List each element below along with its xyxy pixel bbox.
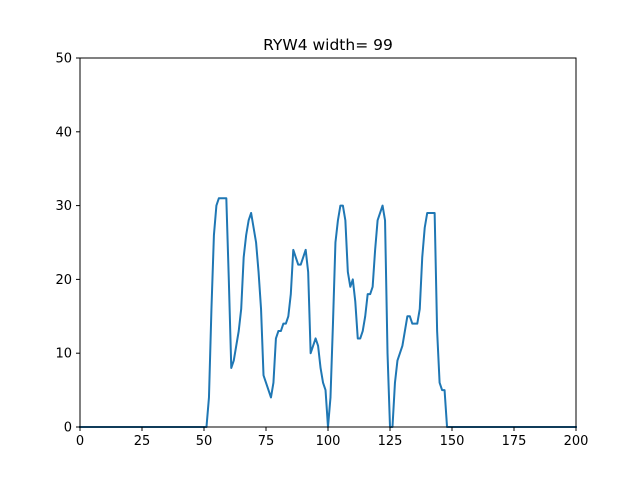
x-tick-label: 75	[258, 434, 275, 449]
chart-title: RYW4 width= 99	[263, 36, 393, 54]
y-tick-label: 0	[64, 421, 72, 436]
y-tick-label: 30	[55, 199, 72, 214]
x-tick-label: 100	[316, 434, 341, 449]
x-tick-label: 25	[134, 434, 151, 449]
plot-layer	[79, 197, 577, 428]
x-tick-label: 175	[502, 434, 527, 449]
axes-frame	[79, 57, 577, 428]
y-axis: 0 10 20 30 40 50	[55, 52, 80, 436]
series-line-0	[79, 197, 577, 428]
x-tick-label: 0	[76, 434, 84, 449]
y-tick-label: 20	[55, 273, 72, 288]
x-tick-label: 150	[440, 434, 465, 449]
x-axis: 0 25 50 75 100 125 150 175 200	[76, 427, 589, 449]
x-tick-label: 50	[196, 434, 213, 449]
y-tick-label: 10	[55, 347, 72, 362]
y-tick-label: 50	[55, 52, 72, 67]
x-tick-label: 125	[378, 434, 403, 449]
x-tick-label: 200	[564, 434, 589, 449]
y-tick-label: 40	[55, 125, 72, 140]
